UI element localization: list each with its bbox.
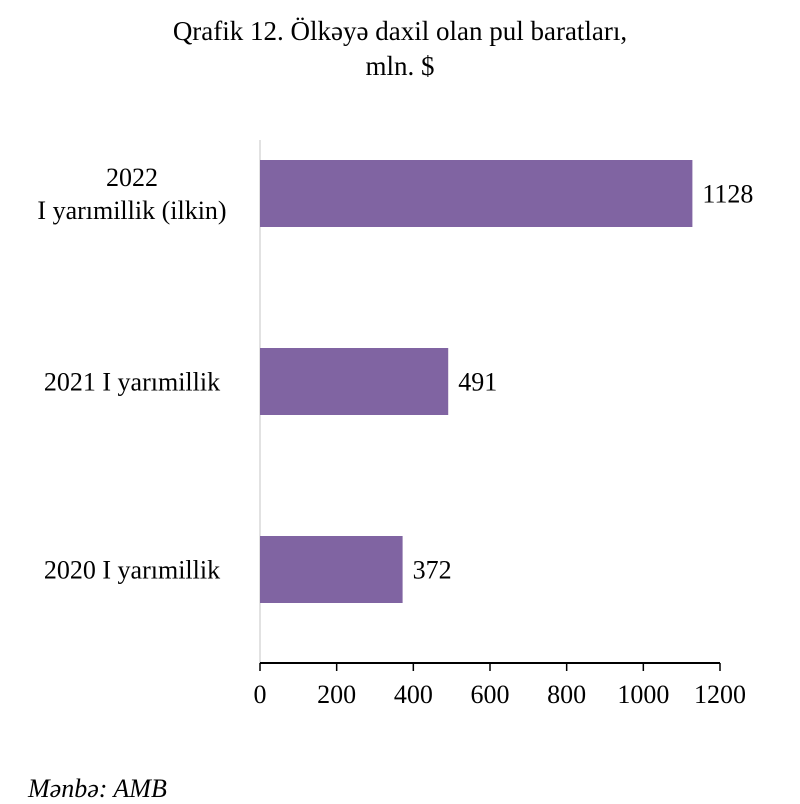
x-tick-label: 1000 [617,680,669,709]
category-label: I yarımillik (ilkin) [37,196,226,225]
category-label: 2021 I yarımillik [44,368,220,397]
data-label: 491 [458,368,497,397]
x-tick-label: 1200 [694,680,746,709]
x-tick-label: 400 [394,680,433,709]
bar [260,160,693,227]
category-label: 2022 [106,163,158,192]
data-label: 1128 [702,180,753,209]
x-tick-label: 800 [547,680,586,709]
data-label: 372 [413,556,452,585]
x-tick-label: 200 [317,680,356,709]
bar [260,536,403,603]
bar [260,348,449,415]
x-tick-label: 0 [254,680,267,709]
x-tick-label: 600 [471,680,510,709]
chart-title: Qrafik 12. Ölkəyə daxil olan pul baratla… [0,14,800,84]
subtitle-line: mln. $ [365,51,435,81]
category-label: 2020 I yarımillik [44,556,220,585]
title-line: Qrafik 12. Ölkəyə daxil olan pul baratla… [172,16,628,46]
source-note: Mənbə: AMB [28,774,167,803]
